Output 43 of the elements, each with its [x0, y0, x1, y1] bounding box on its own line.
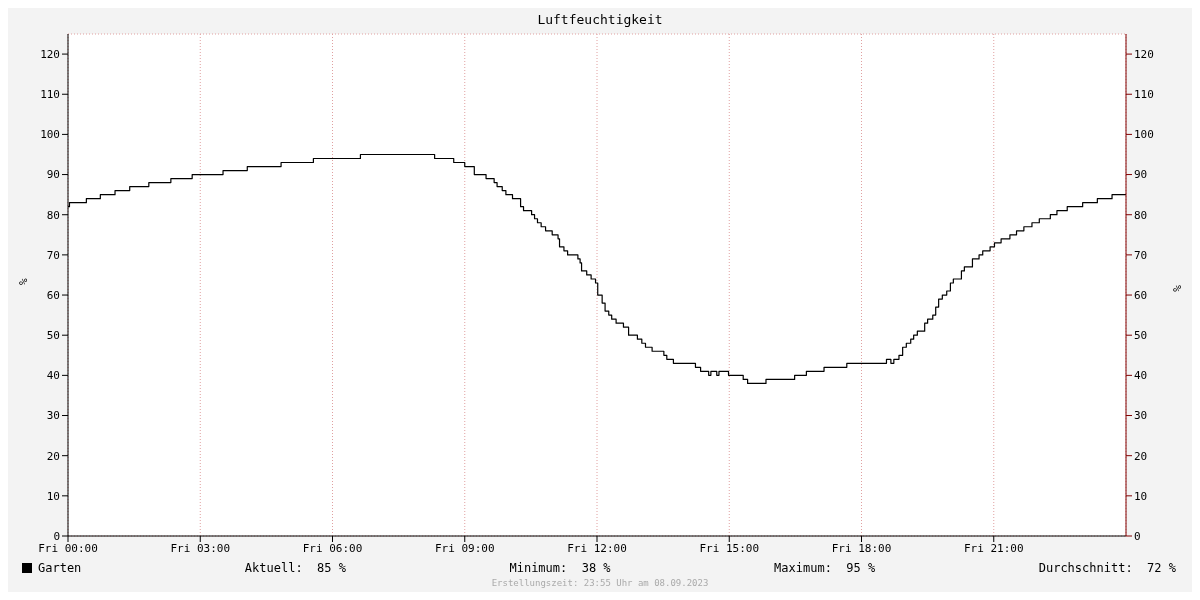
legend-label: Garten [38, 561, 82, 575]
y2-tick-label: 0 [1134, 529, 1141, 543]
text: Minimum: 38 % [509, 561, 611, 575]
x-tick-label: Fri 00:00 [38, 541, 98, 555]
chart-title: Luftfeuchtigkeit [536, 11, 664, 29]
y-tick-label: 70 [46, 248, 60, 262]
text: Durchschnitt: 72 % [1038, 561, 1176, 575]
y-tick-label: 30 [46, 409, 60, 423]
y-tick-label: 10 [46, 489, 60, 503]
y2-tick-label: 110 [1134, 88, 1154, 102]
x-tick-label: Fri 15:00 [699, 541, 760, 555]
y2-tick-label: 20 [1134, 449, 1148, 463]
y2-tick-label: 70 [1134, 248, 1148, 262]
y2-tick-label: 60 [1134, 288, 1148, 302]
y2-tick-label: 120 [1134, 47, 1154, 61]
y-tick-label: 0 [53, 529, 60, 543]
y2-tick-label: 100 [1134, 128, 1154, 142]
x-tick-label: Fri 18:00 [831, 541, 892, 555]
y-tick-label: 80 [46, 208, 60, 222]
text: Aktuell: 85 % [244, 561, 346, 575]
y-axis-title: % [16, 278, 30, 285]
y2-tick-label: 40 [1134, 369, 1148, 383]
text: Maximum: 95 % [774, 561, 876, 575]
text: Erstellungszeit: 23:55 Uhr am 08.09.2023 [490, 578, 710, 588]
y-tick-label: 20 [46, 449, 60, 463]
y-tick-label: 110 [40, 88, 60, 102]
x-tick-label: Fri 21:00 [963, 541, 1024, 555]
y-tick-label: 120 [40, 47, 60, 61]
x-tick-label: Fri 06:00 [302, 541, 363, 555]
x-tick-label: Fri 09:00 [434, 541, 495, 555]
x-tick-label: Fri 03:00 [170, 541, 231, 555]
y2-axis-title: % [1170, 284, 1184, 292]
y-tick-label: 40 [46, 369, 60, 383]
x-tick-label: Fri 12:00 [567, 541, 627, 555]
y-tick-label: 90 [46, 168, 60, 182]
y2-tick-label: 50 [1134, 329, 1148, 343]
y2-tick-label: 10 [1134, 489, 1148, 503]
y-tick-label: 60 [46, 288, 60, 302]
y2-tick-label: 80 [1134, 208, 1148, 222]
y2-tick-label: 90 [1134, 168, 1148, 182]
y-tick-label: 50 [46, 329, 60, 343]
y2-tick-label: 30 [1134, 409, 1148, 423]
y-tick-label: 100 [40, 128, 60, 142]
